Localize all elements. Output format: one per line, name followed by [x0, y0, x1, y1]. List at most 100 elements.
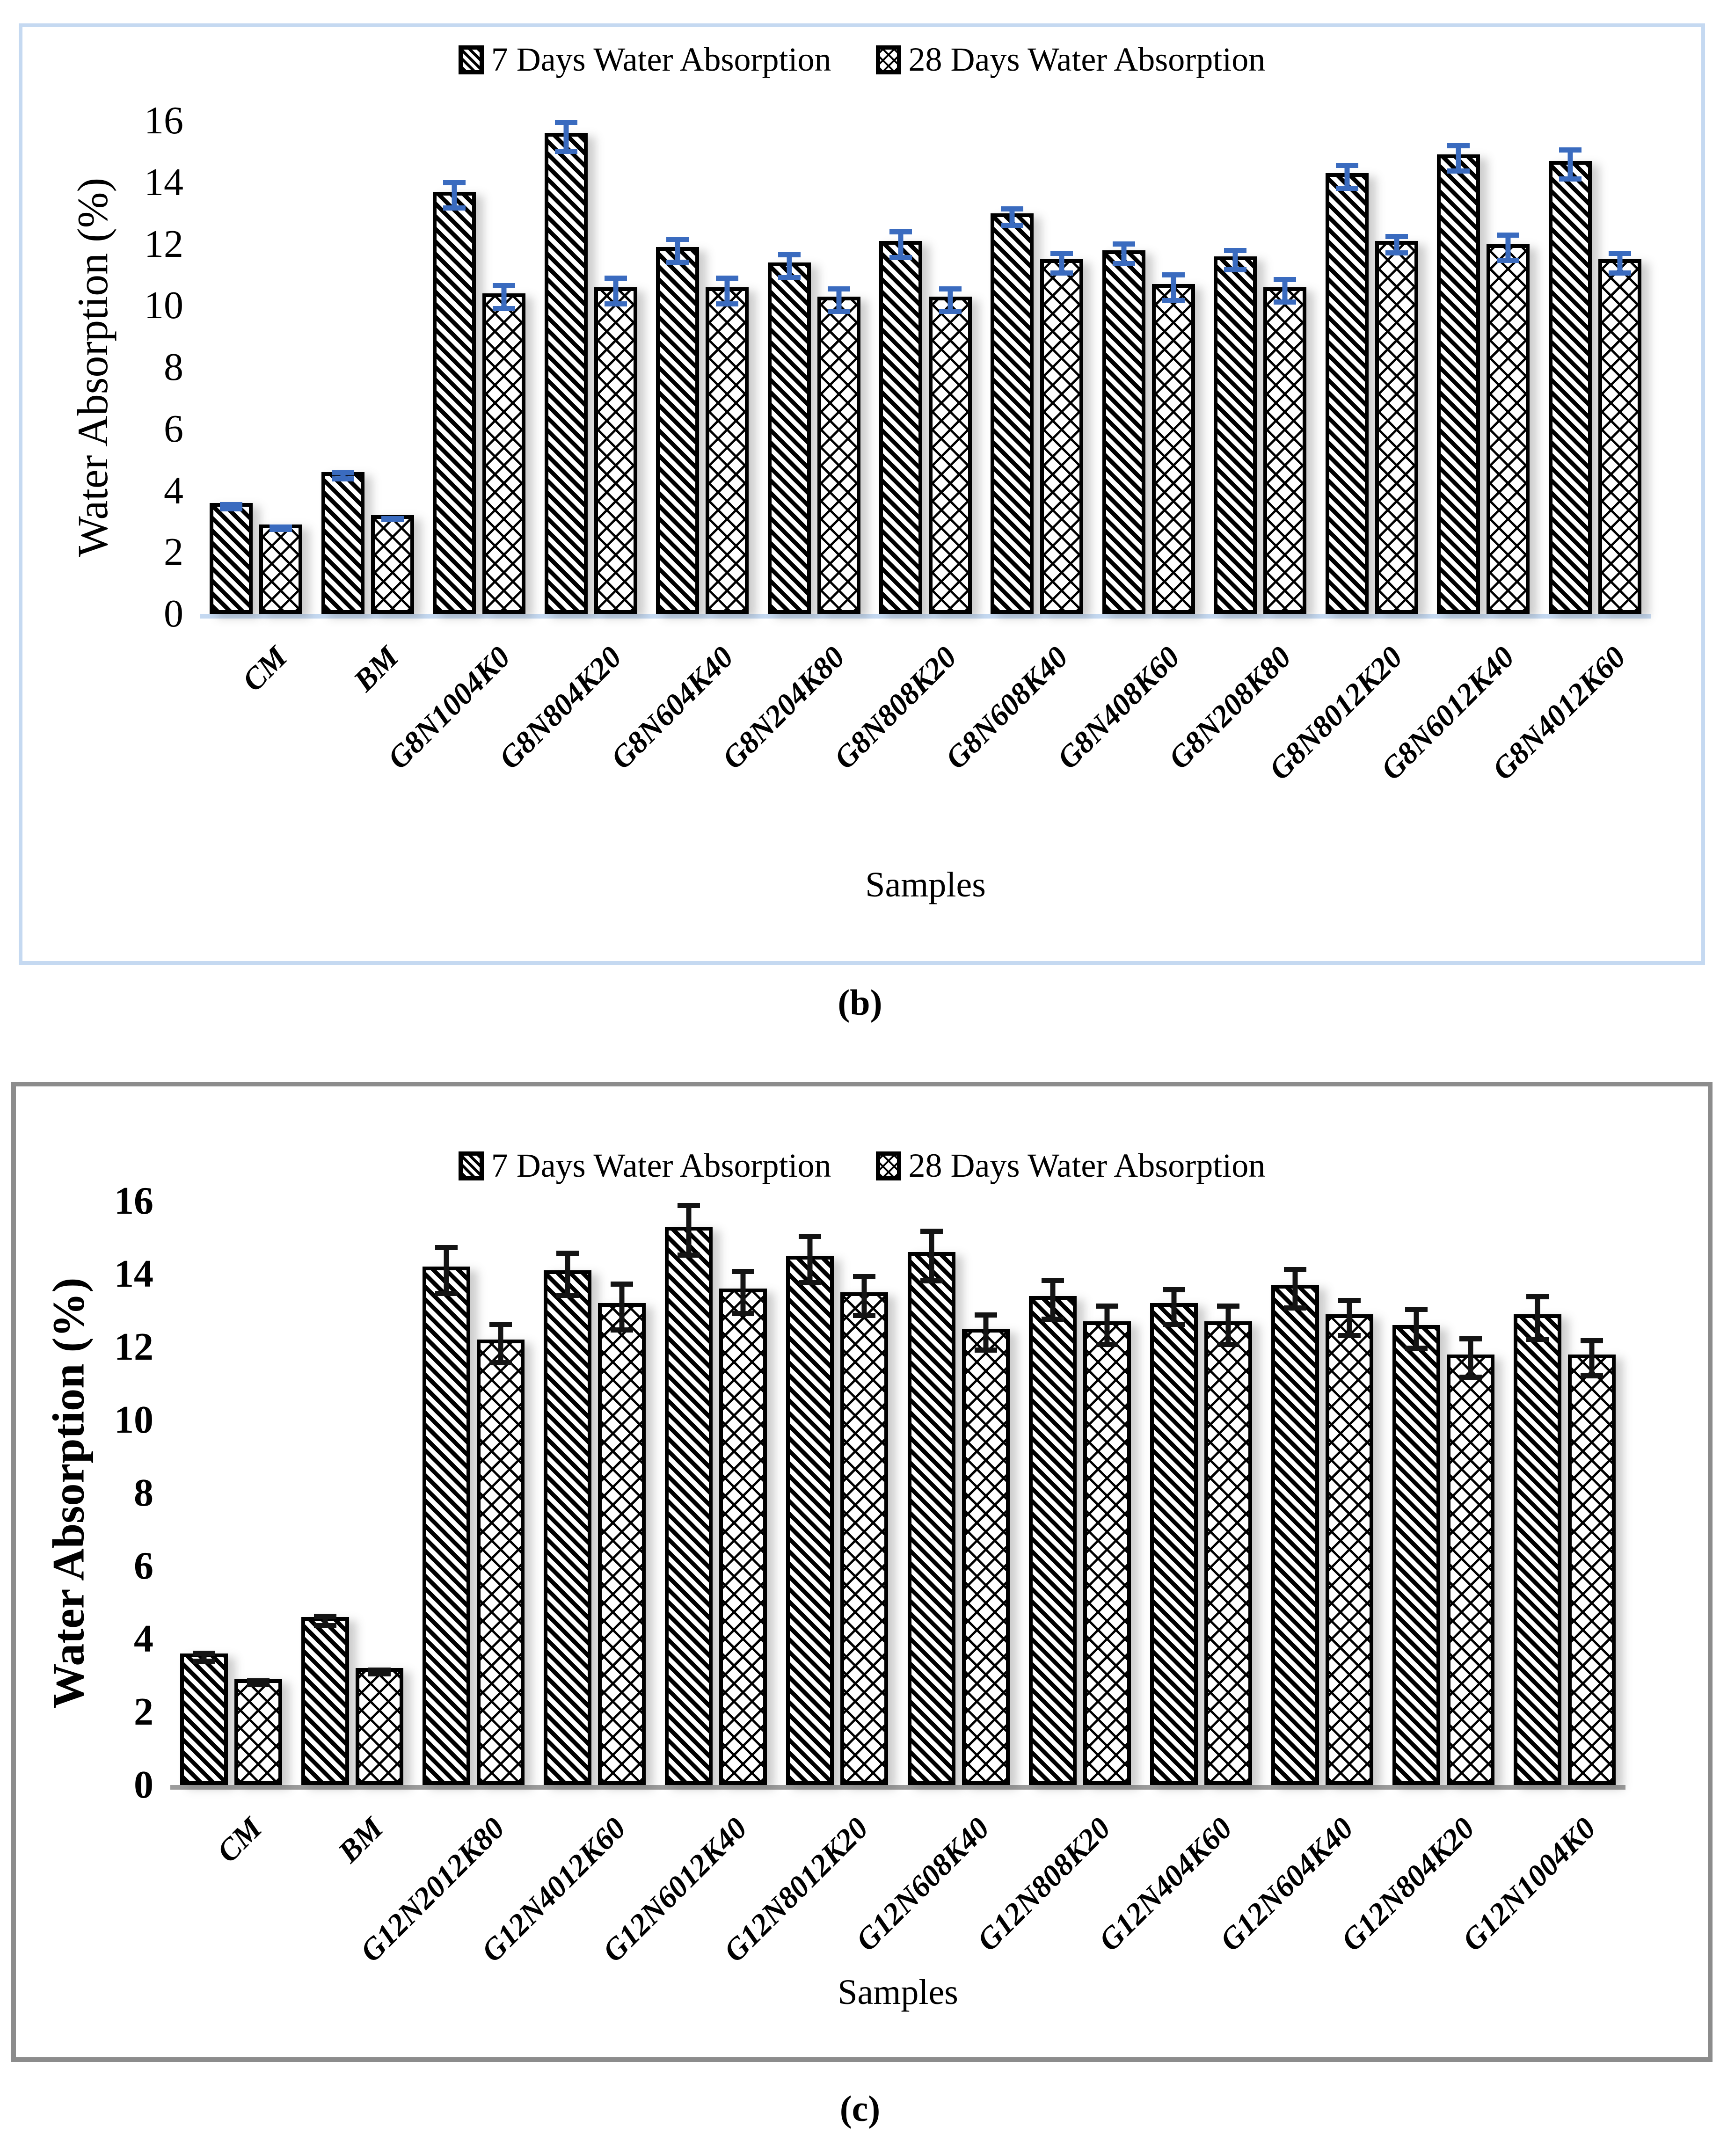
- bar-28days-G8N8012K20: [1375, 233, 1418, 614]
- x-axis-title: Samples: [865, 865, 986, 904]
- error-bar-stem: [1567, 147, 1573, 182]
- error-bar-cap: [192, 1659, 215, 1664]
- error-bar: [1162, 1287, 1185, 1327]
- bar-group-G8N1004K0: [423, 121, 535, 614]
- y-tick-4: 4: [134, 1617, 153, 1661]
- bar-group-G12N2012K80: [413, 1201, 534, 1785]
- bar-group-G12N4012K60: [534, 1201, 656, 1785]
- error-bar-cap: [556, 1292, 579, 1298]
- error-bar: [974, 1312, 997, 1353]
- error-bar: [1405, 1307, 1428, 1351]
- bar-group-G12N404K60: [1140, 1201, 1261, 1785]
- legend-label-28days: 28 Days Water Absorption: [908, 41, 1266, 78]
- bar-28days-G8N804K20: [594, 275, 637, 614]
- error-bar: [493, 283, 516, 311]
- error-bar-stem: [1104, 1303, 1110, 1348]
- x-category-label-BM: BM: [331, 1811, 390, 1869]
- error-bar-stem: [1535, 1294, 1540, 1342]
- bar-group-G8N408K60: [1093, 121, 1204, 614]
- error-bar: [1095, 1303, 1118, 1348]
- panel-label-c: (c): [839, 2088, 881, 2129]
- error-bar-stem: [501, 283, 507, 311]
- error-bar: [778, 252, 801, 280]
- error-bar-cap: [1581, 1373, 1603, 1378]
- bar-7days-G8N208K80: [1214, 248, 1257, 614]
- error-bar-cap: [1274, 299, 1297, 305]
- bar-7days-G8N408K60: [1102, 241, 1145, 614]
- error-bar-stem: [675, 237, 680, 265]
- error-bar-cap: [1608, 270, 1631, 276]
- x-category-label-CM: CM: [235, 640, 294, 698]
- error-bar-stem: [724, 275, 730, 306]
- error-bar-cap: [443, 205, 466, 211]
- error-bar-cap: [381, 517, 404, 522]
- bar-28days-BM: [355, 1668, 403, 1785]
- error-bar: [1338, 1297, 1361, 1338]
- bar-28days-G12N808K20: [1083, 1303, 1131, 1785]
- error-bar-stem: [619, 1281, 625, 1333]
- bar-group-G8N604K40: [647, 121, 758, 614]
- bar-group-G8N804K20: [535, 120, 646, 614]
- error-bar-stem: [740, 1268, 746, 1316]
- bar-7days-G8N204K80: [767, 252, 811, 614]
- crosshatch-swatch-icon: [875, 45, 901, 74]
- error-bar-cap: [666, 259, 689, 265]
- error-bar-cap: [604, 301, 627, 306]
- bar-7days-G8N1004K0: [433, 180, 476, 614]
- bar-28days-G8N204K80: [817, 286, 860, 614]
- bar-7days-G8N808K20: [879, 229, 922, 614]
- error-bar-cap: [493, 306, 516, 311]
- error-bar: [1459, 1336, 1482, 1380]
- hatch-swatch-icon: [458, 1151, 484, 1180]
- error-bar-stem: [1009, 206, 1015, 228]
- y-tick-8: 8: [164, 345, 183, 389]
- error-bar-cap: [435, 1291, 458, 1296]
- y-tick-2: 2: [134, 1690, 153, 1734]
- bar-7days-G12N8012K20: [786, 1234, 834, 1785]
- panel-label-b: (b): [838, 982, 882, 1023]
- error-bar: [1162, 272, 1185, 304]
- error-bar-cap: [1112, 261, 1135, 267]
- crosshatch-swatch-icon: [875, 1151, 901, 1180]
- error-bar-cap: [799, 1280, 822, 1285]
- error-bar-cap: [1224, 267, 1247, 273]
- bar-7days-CM: [210, 502, 253, 614]
- y-tick-10: 10: [144, 284, 183, 328]
- bar-group-G8N808K20: [870, 121, 981, 614]
- bar-28days-G12N1004K0: [1568, 1338, 1616, 1785]
- error-bar-cap: [1405, 1346, 1428, 1351]
- y-tick-4: 4: [164, 468, 183, 512]
- error-bar-cap: [1385, 250, 1408, 255]
- bar-28days-G12N604K40: [1326, 1297, 1374, 1785]
- error-bar: [368, 1668, 391, 1676]
- legend-item-7days: 7 Days Water Absorption: [458, 1146, 831, 1185]
- error-bar: [853, 1274, 876, 1318]
- error-bar: [1284, 1267, 1307, 1311]
- bar-28days-G12N8012K20: [840, 1274, 889, 1785]
- bar-group-G12N8012K20: [777, 1201, 898, 1785]
- bar-7days-G12N2012K80: [422, 1245, 470, 1785]
- x-category-label-BM: BM: [347, 640, 406, 698]
- error-bar-stem: [322, 1613, 328, 1628]
- error-bar-stem: [1456, 143, 1461, 174]
- bar-7days-G12N808K20: [1028, 1278, 1077, 1785]
- error-bar-cap: [1335, 185, 1358, 191]
- error-bar-cap: [827, 309, 850, 314]
- bar-28days-G8N604K40: [706, 275, 749, 614]
- error-bar-cap: [889, 255, 912, 260]
- error-bar-cap: [974, 1347, 997, 1353]
- error-bar-stem: [1171, 272, 1176, 304]
- legend-label-7days: 7 Days Water Absorption: [491, 41, 831, 78]
- error-bar-cap: [1459, 1375, 1482, 1380]
- error-bar-cap: [1041, 1316, 1064, 1322]
- x-category-label-CM: CM: [210, 1811, 269, 1869]
- bar-28days-G12N608K40: [962, 1312, 1010, 1785]
- error-bar-stem: [452, 180, 457, 211]
- legend-item-28days: 28 Days Water Absorption: [875, 1146, 1265, 1185]
- error-bar-cap: [920, 1278, 943, 1283]
- bar-7days-CM: [180, 1651, 228, 1785]
- error-bar: [716, 275, 739, 306]
- bar-group-G12N1004K0: [1504, 1201, 1625, 1785]
- chart-panel-b: 7 Days Water Absorption 28 Days Water Ab…: [19, 23, 1705, 965]
- legend-c: 7 Days Water Absorption 28 Days Water Ab…: [16, 1146, 1708, 1185]
